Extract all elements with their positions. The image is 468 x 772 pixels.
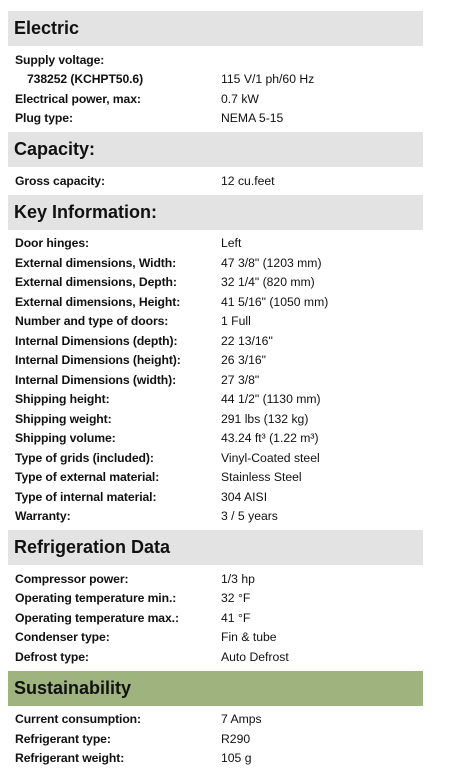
spec-row: Internal Dimensions (depth):22 13/16" (8, 331, 423, 351)
spec-label: Current consumption: (8, 712, 221, 726)
spec-label: Number and type of doors: (8, 314, 221, 328)
spec-row: Door hinges:Left (8, 234, 423, 254)
spec-value: 0.7 kW (221, 92, 423, 106)
spec-value: 1 Full (221, 314, 423, 328)
spec-label: External dimensions, Depth: (8, 275, 221, 289)
spec-label: Internal Dimensions (depth): (8, 334, 221, 348)
spec-label: Operating temperature min.: (8, 591, 221, 605)
spec-value: Vinyl-Coated steel (221, 451, 423, 465)
spec-value: 27 3/8" (221, 373, 423, 387)
spec-label: Defrost type: (8, 650, 221, 664)
spec-value: 1/3 hp (221, 572, 423, 586)
spec-label: Internal Dimensions (width): (8, 373, 221, 387)
spec-value: 291 lbs (132 kg) (221, 412, 423, 426)
spec-rows: Gross capacity:12 cu.feet (8, 167, 423, 195)
spec-row: 738252 (KCHPT50.6)115 V/1 ph/60 Hz (8, 70, 423, 90)
spec-value: 105 g (221, 751, 423, 765)
spec-value: 115 V/1 ph/60 Hz (221, 72, 423, 86)
spec-label: Plug type: (8, 111, 221, 125)
spec-value: Stainless Steel (221, 470, 423, 484)
spec-value: 22 13/16" (221, 334, 423, 348)
spec-row: Supply voltage: (8, 50, 423, 70)
spec-label: Compressor power: (8, 572, 221, 586)
spec-row: Defrost type:Auto Defrost (8, 647, 423, 667)
section-header: Key Information: (8, 195, 423, 230)
spec-label: Refrigerant type: (8, 732, 221, 746)
spec-label: Shipping height: (8, 392, 221, 406)
spec-label: Refrigerant weight: (8, 751, 221, 765)
spec-label: Condenser type: (8, 630, 221, 644)
spec-row: Shipping weight:291 lbs (132 kg) (8, 409, 423, 429)
spec-sheet: Electric Supply voltage: 738252 (KCHPT50.6… (8, 11, 423, 772)
spec-row: Type of grids (included):Vinyl-Coated st… (8, 448, 423, 468)
spec-label: Internal Dimensions (height): (8, 353, 221, 367)
spec-row: Refrigerant weight:105 g (8, 749, 423, 769)
spec-label: External dimensions, Width: (8, 256, 221, 270)
spec-row: Plug type:NEMA 5-15 (8, 109, 423, 129)
spec-value: 7 Amps (221, 712, 423, 726)
spec-value: 304 AISI (221, 490, 423, 504)
spec-section: Electric Supply voltage: 738252 (KCHPT50.6… (8, 11, 423, 132)
spec-row: Operating temperature max.:41 °F (8, 608, 423, 628)
spec-row: Electrical power, max:0.7 kW (8, 89, 423, 109)
spec-row: Current consumption:7 Amps (8, 710, 423, 730)
spec-row: Internal Dimensions (height):26 3/16" (8, 351, 423, 371)
spec-label: Gross capacity: (8, 174, 221, 188)
spec-row: External dimensions, Depth:32 1/4" (820 … (8, 273, 423, 293)
spec-label: Electrical power, max: (8, 92, 221, 106)
spec-row: Type of internal material:304 AISI (8, 487, 423, 507)
spec-value: Auto Defrost (221, 650, 423, 664)
spec-value: Left (221, 236, 423, 250)
spec-label: Type of external material: (8, 470, 221, 484)
section-header: Sustainability (8, 671, 423, 706)
spec-value: 12 cu.feet (221, 174, 423, 188)
spec-row: Gross capacity:12 cu.feet (8, 171, 423, 191)
spec-row: Compressor power:1/3 hp (8, 569, 423, 589)
spec-label: Type of grids (included): (8, 451, 221, 465)
spec-label: External dimensions, Height: (8, 295, 221, 309)
spec-value: 44 1/2" (1130 mm) (221, 392, 423, 406)
spec-value: 3 / 5 years (221, 509, 423, 523)
spec-section: Capacity: Gross capacity:12 cu.feet (8, 132, 423, 195)
spec-row: Warranty:3 / 5 years (8, 507, 423, 527)
spec-row: Internal Dimensions (width):27 3/8" (8, 370, 423, 390)
spec-row: Shipping height:44 1/2" (1130 mm) (8, 390, 423, 410)
spec-label: Door hinges: (8, 236, 221, 250)
spec-value: 32 °F (221, 591, 423, 605)
section-header: Capacity: (8, 132, 423, 167)
spec-value: Fin & tube (221, 630, 423, 644)
spec-row: Operating temperature min.:32 °F (8, 589, 423, 609)
spec-label: 738252 (KCHPT50.6) (8, 72, 221, 86)
spec-label: Operating temperature max.: (8, 611, 221, 625)
spec-value: 47 3/8" (1203 mm) (221, 256, 423, 270)
spec-value: NEMA 5-15 (221, 111, 423, 125)
spec-value: 41 °F (221, 611, 423, 625)
spec-label: Warranty: (8, 509, 221, 523)
spec-label: Shipping weight: (8, 412, 221, 426)
spec-value: 26 3/16" (221, 353, 423, 367)
spec-value: R290 (221, 732, 423, 746)
spec-row: Number and type of doors:1 Full (8, 312, 423, 332)
spec-rows: Supply voltage: 738252 (KCHPT50.6)115 V/1… (8, 46, 423, 132)
spec-label: Type of internal material: (8, 490, 221, 504)
spec-row: Condenser type:Fin & tube (8, 628, 423, 648)
spec-row: External dimensions, Height:41 5/16" (10… (8, 292, 423, 312)
spec-row: External dimensions, Width:47 3/8" (1203… (8, 253, 423, 273)
spec-label: Supply voltage: (8, 53, 221, 67)
section-header: Electric (8, 11, 423, 46)
section-header: Refrigeration Data (8, 530, 423, 565)
spec-row: Type of external material:Stainless Stee… (8, 468, 423, 488)
spec-row: Shipping volume:43.24 ft³ (1.22 m³) (8, 429, 423, 449)
spec-value: 32 1/4" (820 mm) (221, 275, 423, 289)
spec-value: 41 5/16" (1050 mm) (221, 295, 423, 309)
spec-label: Shipping volume: (8, 431, 221, 445)
spec-value: 43.24 ft³ (1.22 m³) (221, 431, 423, 445)
